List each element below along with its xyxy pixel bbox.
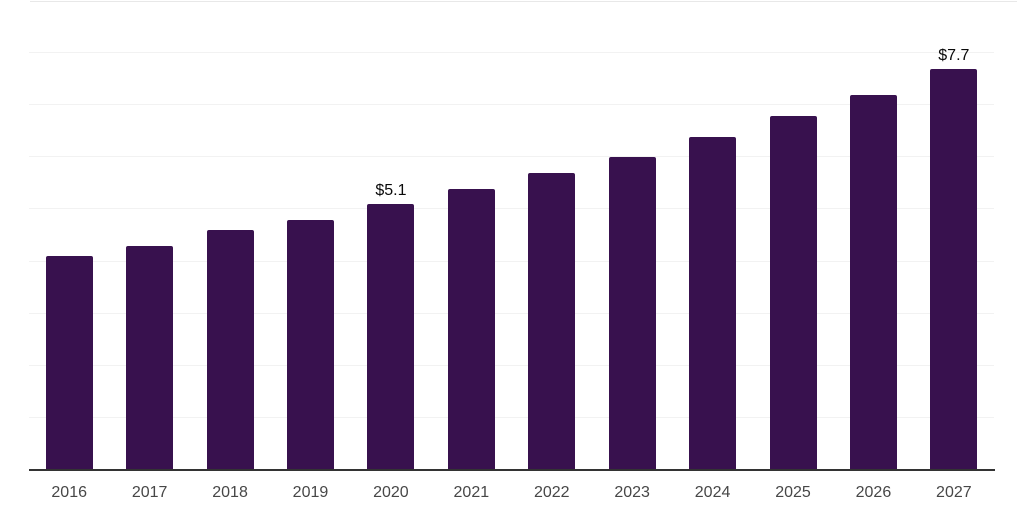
data-label-2027: $7.7: [938, 46, 970, 64]
bar-column-2021: [431, 1, 511, 470]
gridline: [29, 52, 994, 54]
bar-2018[interactable]: [206, 230, 254, 470]
x-axis-label-2024: 2024: [694, 484, 731, 501]
bar-column-2017: [109, 1, 189, 470]
x-axis-line: [29, 469, 995, 471]
bar-2019[interactable]: [286, 219, 334, 470]
bar-column-2024: [672, 1, 752, 470]
bar-column-2018: [190, 1, 270, 470]
bar-2016[interactable]: [45, 256, 93, 470]
bar-2017[interactable]: [126, 245, 174, 470]
bar-column-2016: [29, 1, 109, 470]
bar-column-2027: $7.7: [914, 1, 994, 470]
x-axis-label-2021: 2021: [453, 484, 490, 501]
gridline: [29, 364, 994, 366]
chart-top-border: [30, 1, 1017, 2]
bar-2025[interactable]: [769, 115, 817, 470]
x-axis-labels: 2016 2017 2018 2019 2020 2021 2022 2023 2024 2025…: [29, 483, 994, 503]
bar-2024[interactable]: [689, 136, 737, 470]
bar-2021[interactable]: [447, 188, 495, 470]
x-axis-label-2018: 2018: [212, 484, 248, 501]
bar-2026[interactable]: [849, 94, 897, 470]
x-axis-label-2022: 2022: [533, 484, 570, 501]
x-axis-label-2026: 2026: [855, 484, 892, 501]
x-axis-label-2019: 2019: [292, 484, 329, 501]
bar-column-2022: [512, 1, 592, 470]
bar-2027[interactable]: [930, 68, 978, 470]
x-axis-label-2017: 2017: [131, 484, 168, 501]
gridline: [29, 208, 994, 210]
bar-2022[interactable]: [528, 173, 576, 470]
gridline: [29, 104, 994, 106]
bar-column-2019: [270, 1, 350, 470]
bar-column-2025: [753, 1, 833, 470]
x-axis-label-2016: 2016: [51, 484, 87, 501]
x-axis-label-2020: 2020: [373, 484, 409, 501]
bar-2023[interactable]: [608, 157, 656, 470]
bar-column-2020: $5.1: [351, 1, 431, 470]
bar-column-2023: [592, 1, 672, 470]
x-axis-label-2023: 2023: [614, 484, 650, 501]
data-label-2020: $5.1: [375, 182, 407, 200]
gridline: [29, 156, 994, 158]
gridline: [29, 416, 994, 418]
x-axis-label-2027: 2027: [936, 484, 972, 501]
bar-2020[interactable]: [367, 204, 415, 470]
gridline: [29, 260, 994, 262]
gridline: [29, 312, 994, 314]
bar-column-2026: [833, 1, 913, 470]
x-axis-label-2025: 2025: [775, 484, 811, 501]
plot-area: $5.1 $7.7: [29, 1, 994, 470]
bar-columns: $5.1 $7.7: [29, 1, 994, 470]
